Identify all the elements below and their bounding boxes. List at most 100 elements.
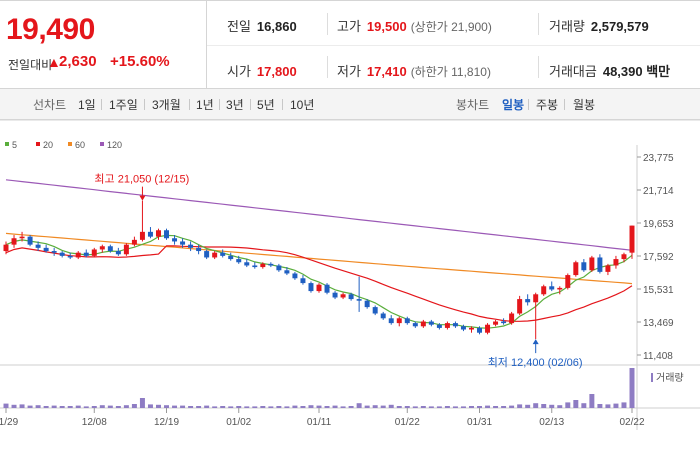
divider: [538, 13, 539, 35]
candle-body: [485, 324, 491, 333]
up-arrow-icon: ▲: [47, 54, 61, 70]
candle-body: [11, 238, 17, 245]
stat-low: 저가 17,410 (하한가 11,810): [337, 61, 491, 80]
volume-bar: [428, 406, 434, 408]
candle-body: [164, 230, 170, 239]
tab-3year[interactable]: 3년: [226, 98, 244, 112]
candle-body: [59, 252, 65, 256]
candle-body: [565, 275, 571, 288]
x-tick-label: 12/08: [82, 417, 107, 428]
candle-body: [67, 255, 73, 258]
volume-bar: [164, 405, 170, 408]
candle-body: [477, 327, 483, 333]
volume-bar: [123, 405, 129, 408]
candle-body: [348, 294, 354, 300]
volume-bar: [348, 406, 354, 408]
volume-bar: [3, 403, 9, 408]
tab-10year[interactable]: 10년: [290, 98, 315, 112]
volume-bar: [180, 405, 186, 408]
volume-bar: [228, 406, 234, 408]
divider: [327, 13, 328, 35]
volume-bar: [212, 406, 218, 408]
volume-bar: [589, 394, 595, 408]
tab-5year[interactable]: 5년: [257, 98, 275, 112]
volume-bar: [260, 406, 266, 408]
candle-body: [99, 246, 105, 250]
legend-label-ma60: 60: [75, 140, 85, 150]
candle-body: [541, 286, 547, 295]
candle-body: [533, 294, 539, 303]
volume-bar: [396, 406, 402, 408]
volume-bar: [252, 406, 258, 408]
candle-body: [147, 231, 153, 237]
candle-body: [621, 254, 627, 260]
volume-bar: [139, 398, 145, 408]
y-tick-label: 23,775: [643, 153, 674, 164]
candle-body: [340, 294, 346, 298]
candle-body: [91, 249, 97, 256]
tab-1week[interactable]: 1주일: [109, 98, 138, 112]
volume-legend-swatch: [651, 373, 653, 382]
x-tick-label: 02/22: [619, 417, 644, 428]
candle-body: [589, 257, 595, 271]
tab-weekly[interactable]: 주봉: [536, 98, 559, 112]
candle-body: [372, 307, 378, 314]
candle-body: [605, 265, 611, 272]
candle-chart-label: 봉차트: [456, 98, 490, 112]
candle-body: [364, 300, 370, 308]
candle-body: [212, 252, 218, 258]
volume-bar: [59, 406, 65, 408]
tab-monthly[interactable]: 월봉: [573, 98, 596, 112]
stat-prev-close: 전일 16,860: [227, 16, 297, 35]
stat-value: 19,500: [366, 19, 407, 34]
x-tick-label: 01/02: [226, 417, 251, 428]
volume-bar: [292, 405, 298, 408]
volume-bar: [468, 406, 474, 408]
candle-body: [436, 324, 442, 328]
divider: [282, 99, 283, 110]
legend-label-ma5: 5: [12, 140, 17, 150]
change-label: 전일대비: [8, 58, 53, 72]
volume-bar: [597, 404, 603, 408]
volume-bar: [172, 405, 178, 408]
candle-body: [404, 318, 410, 324]
divider: [189, 99, 190, 110]
candle-body: [388, 318, 394, 324]
candle-body: [228, 255, 234, 260]
ma60-line: [5, 232, 633, 285]
volume-bar: [107, 405, 113, 408]
candle-body: [316, 284, 322, 292]
x-tick-label: 01/11: [307, 417, 332, 428]
tab-3month[interactable]: 3개월: [152, 98, 181, 112]
line-chart-label: 선차트: [33, 98, 67, 112]
candle-body: [525, 299, 531, 303]
volume-bar: [276, 406, 282, 408]
divider: [144, 99, 145, 110]
tab-daily[interactable]: 일봉: [502, 98, 525, 112]
volume-bar: [388, 404, 394, 408]
candle-body: [284, 270, 290, 274]
divider: [528, 99, 529, 110]
candle-body: [188, 244, 194, 248]
y-tick-label: 15,531: [643, 285, 674, 296]
stat-label: 시가: [227, 64, 251, 79]
quote-header: 19,490 전일대비 ▲ 2,630 +15.60% 전일 16,860 고가 1…: [0, 0, 700, 89]
stock-chart[interactable]: 5 20 60 120 23,775 21,714 19,653 17,592 15,531 13…: [0, 120, 700, 450]
candle-body: [396, 318, 402, 324]
tab-1year[interactable]: 1년: [196, 98, 214, 112]
tab-1day[interactable]: 1일: [78, 98, 96, 112]
candle-body: [19, 236, 25, 239]
y-tick-label: 11,408: [643, 351, 673, 362]
candle-body: [517, 299, 523, 314]
candle-body: [613, 259, 619, 266]
y-tick-label: 21,714: [643, 186, 674, 197]
candle-body: [300, 278, 306, 284]
volume-bar: [629, 368, 635, 408]
candle-body: [115, 251, 121, 255]
stat-label: 거래대금: [549, 64, 597, 79]
volume-bar: [621, 402, 627, 408]
stat-value: 17,410: [366, 64, 407, 79]
candle-body: [43, 247, 49, 252]
divider: [219, 99, 220, 110]
volume-bar: [284, 406, 290, 408]
